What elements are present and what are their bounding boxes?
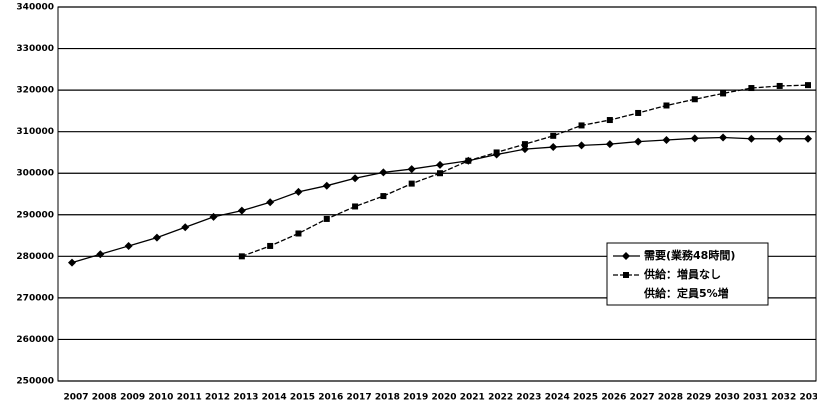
plot-frame	[57, 6, 817, 382]
point	[719, 133, 728, 142]
x-tick-label: 2029	[686, 393, 711, 403]
point	[436, 160, 444, 169]
point	[662, 135, 671, 144]
point	[181, 223, 190, 232]
x-tick-label: 2031	[743, 393, 768, 403]
y-tick-label: 320000	[16, 86, 54, 96]
point	[96, 250, 105, 259]
y-tick-label: 310000	[16, 127, 54, 137]
x-tick-label: 2032	[771, 393, 796, 403]
point	[68, 258, 76, 267]
point	[294, 187, 303, 196]
point	[295, 230, 302, 237]
point	[577, 141, 586, 150]
y-tick-label: 280000	[16, 252, 54, 262]
point	[465, 157, 472, 164]
point	[605, 140, 614, 149]
x-tick-label: 2016	[318, 393, 343, 403]
point	[209, 212, 218, 221]
point	[635, 109, 642, 116]
point	[720, 90, 727, 97]
point	[408, 180, 415, 187]
x-tick-label: 2027	[630, 393, 655, 403]
y-tick-label: 260000	[16, 335, 54, 345]
point	[606, 117, 613, 124]
point	[776, 82, 783, 89]
y-tick-label: 270000	[16, 293, 54, 303]
point	[407, 165, 416, 174]
point	[521, 141, 528, 148]
x-tick-label: 2014	[262, 393, 287, 403]
x-tick-label: 2010	[148, 393, 173, 403]
x-tick-label: 2033	[799, 393, 817, 403]
x-tick-label: 2024	[545, 393, 570, 403]
point	[351, 174, 360, 183]
x-tick-label: 2007	[63, 393, 88, 403]
point	[352, 203, 359, 210]
point	[437, 170, 443, 177]
x-tick-label: 2025	[573, 393, 598, 403]
x-tick-label: 2026	[601, 393, 626, 403]
point	[322, 181, 331, 190]
point	[323, 215, 330, 222]
point	[550, 132, 557, 139]
point	[690, 134, 699, 143]
point	[663, 102, 670, 109]
point	[691, 96, 698, 103]
point	[238, 253, 245, 260]
point	[747, 134, 756, 143]
y-tick-label: 250000	[16, 377, 54, 387]
x-tick-label: 2017	[347, 393, 372, 403]
point	[805, 82, 811, 89]
x-tick-label: 2012	[205, 393, 230, 403]
point	[549, 143, 558, 152]
point	[152, 233, 161, 242]
x-tick-label: 2019	[403, 393, 428, 403]
y-tick-label: 340000	[16, 3, 54, 13]
x-tick-label: 2028	[658, 393, 683, 403]
point	[634, 137, 643, 146]
point	[748, 85, 755, 92]
legend-marker	[622, 252, 630, 260]
point	[578, 122, 585, 129]
x-tick-label: 2011	[177, 393, 202, 403]
legend-label: 供給：定員5%増	[643, 286, 729, 300]
point	[124, 241, 133, 250]
legend-label: 需要(業務48時間)	[644, 248, 735, 262]
x-tick-label: 2021	[460, 393, 485, 403]
x-tick-label: 2020	[431, 393, 456, 403]
y-tick-label: 300000	[16, 169, 54, 179]
series-line	[241, 84, 809, 257]
point	[493, 149, 500, 156]
point	[237, 206, 246, 215]
legend-marker	[623, 272, 629, 278]
point	[266, 198, 275, 207]
x-tick-label: 2030	[715, 393, 740, 403]
x-tick-label: 2009	[120, 393, 145, 403]
point	[379, 168, 388, 177]
x-tick-label: 2015	[290, 393, 315, 403]
y-tick-label: 330000	[16, 44, 54, 54]
point	[804, 134, 812, 143]
x-tick-label: 2013	[233, 393, 258, 403]
point	[267, 242, 274, 249]
x-tick-label: 2022	[488, 393, 513, 403]
legend-label: 供給：増員なし	[643, 267, 721, 281]
x-tick-label: 2023	[516, 393, 541, 403]
legend-box	[606, 242, 769, 306]
x-tick-label: 2018	[375, 393, 400, 403]
point	[775, 134, 784, 143]
x-tick-label: 2008	[92, 393, 117, 403]
point	[380, 193, 387, 200]
y-tick-label: 290000	[16, 210, 54, 220]
